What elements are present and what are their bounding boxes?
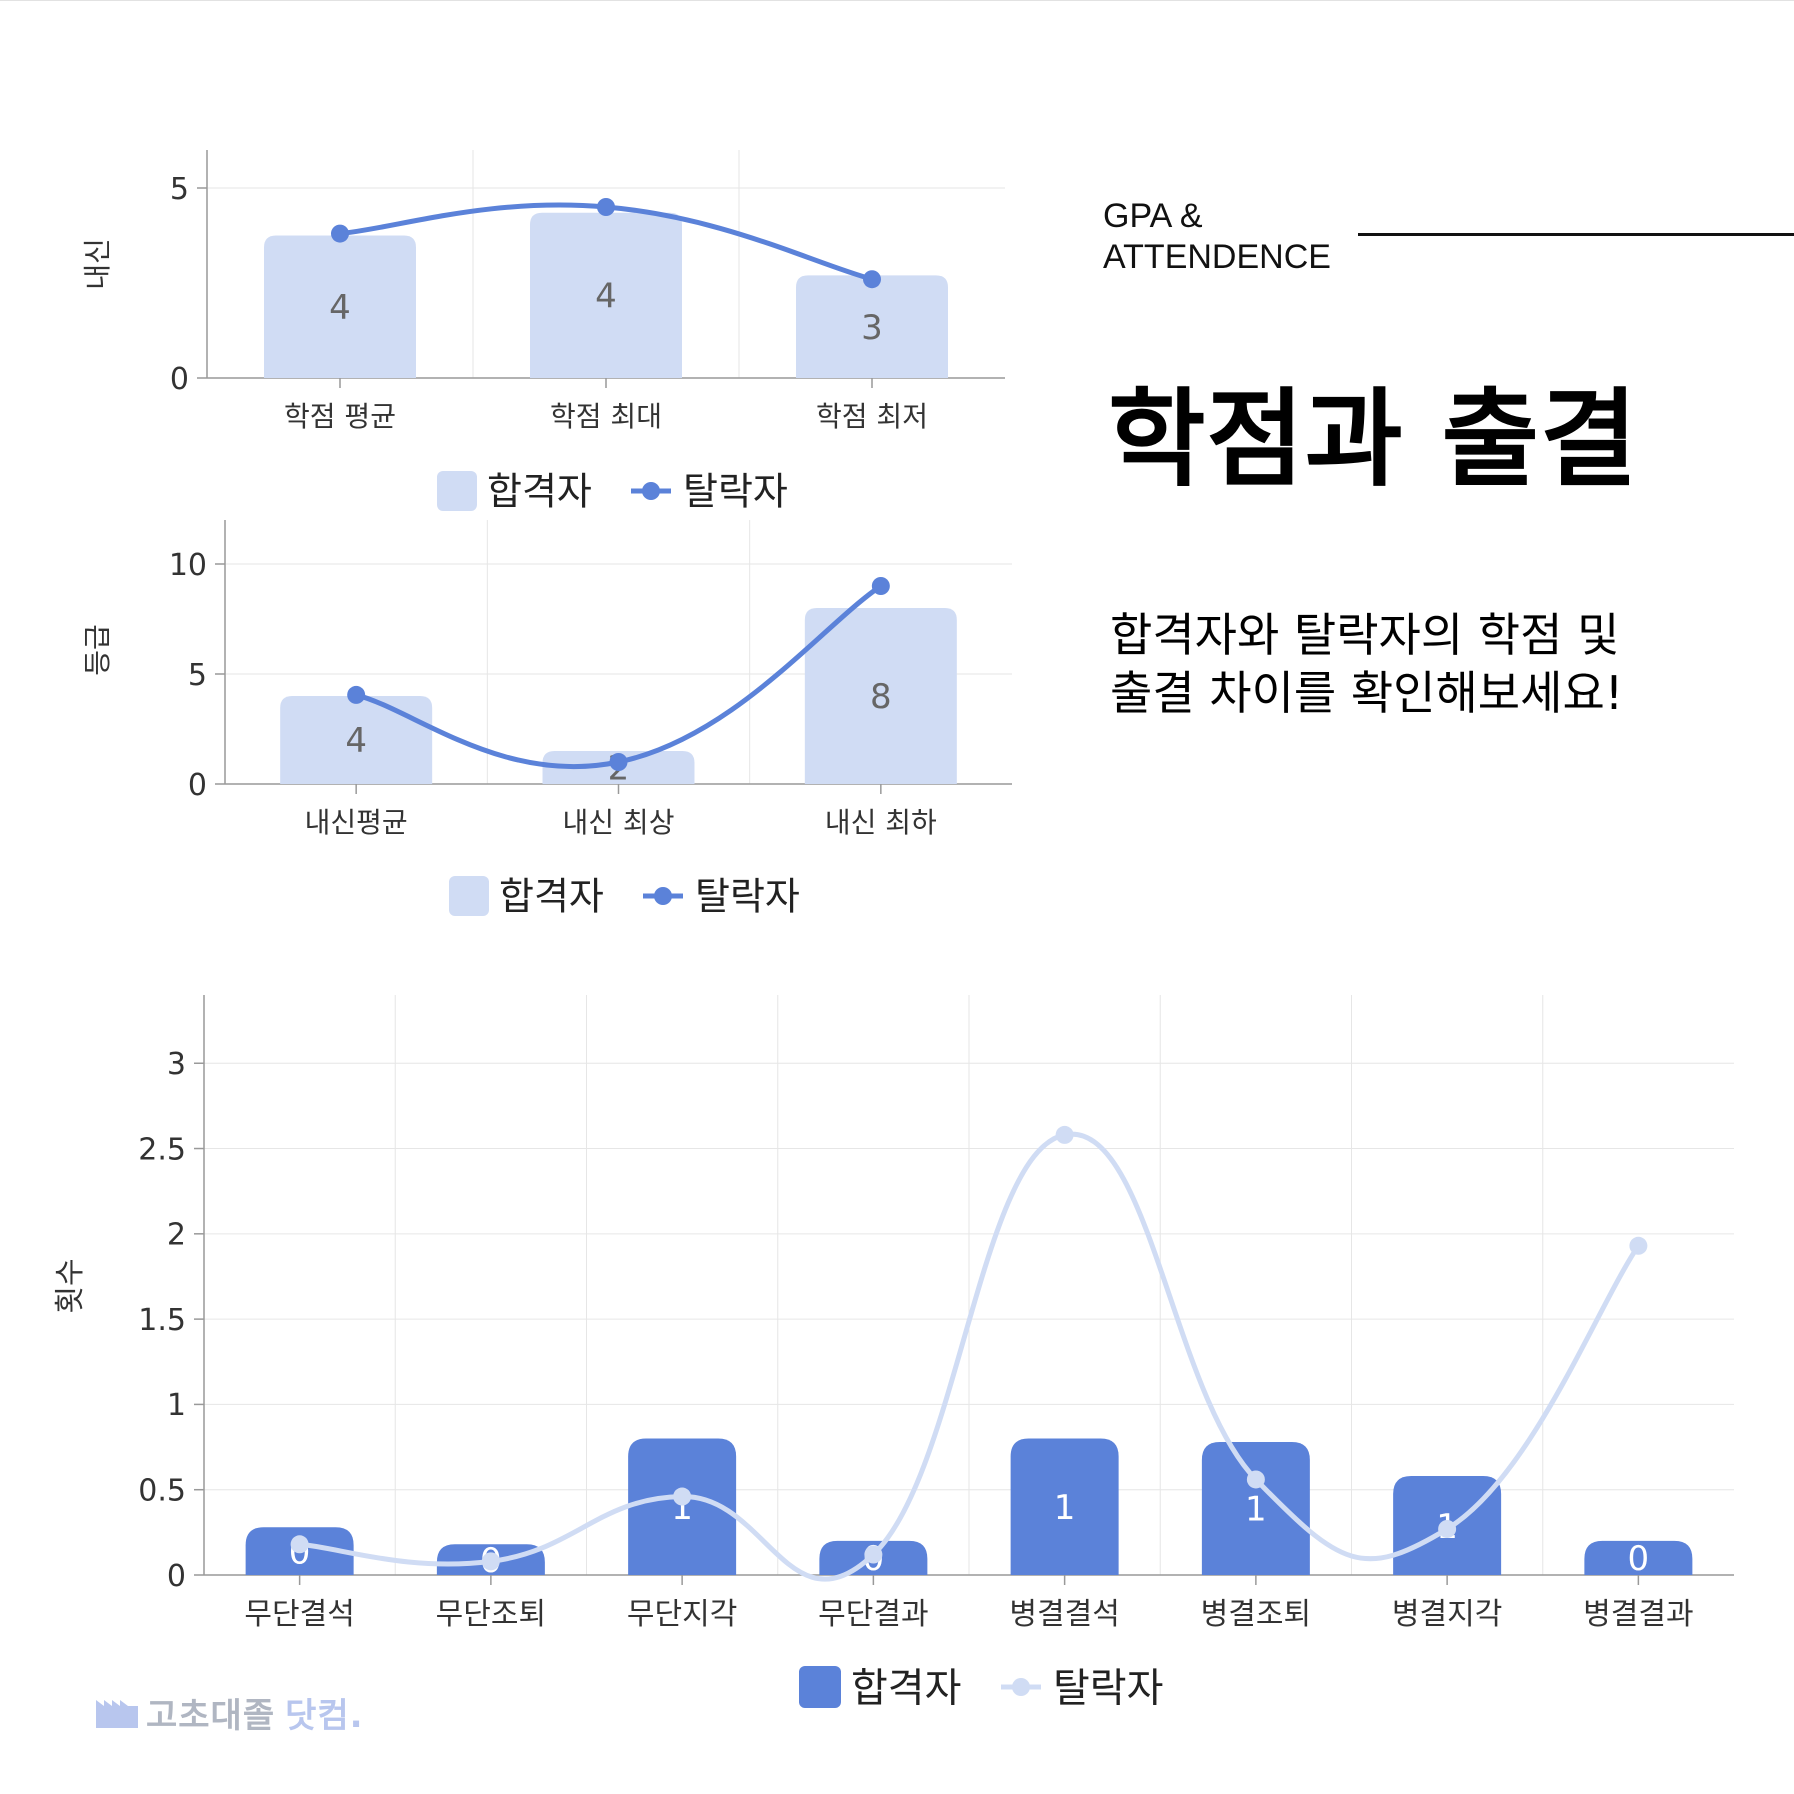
bar-pass	[1010, 1438, 1119, 1575]
legend-swatch-pass	[449, 876, 489, 916]
fail-point	[331, 224, 349, 243]
fail-point	[1438, 1519, 1457, 1538]
bar-data-label: 1	[1245, 1490, 1267, 1530]
y-tick-label: 5	[170, 172, 189, 207]
y-tick-label: 10	[169, 548, 207, 583]
bar-pass	[280, 696, 433, 784]
y-tick-label: 0	[170, 362, 189, 397]
fail-point	[673, 1487, 692, 1506]
y-tick-label: 2.5	[138, 1132, 186, 1167]
fail-point	[1055, 1125, 1074, 1144]
fail-point	[597, 198, 615, 216]
legend-point-fail	[654, 887, 672, 905]
legend-label-pass: 합격자	[851, 1665, 961, 1711]
subtitle-line-2: 출결 차이를 확인해보세요!	[1110, 666, 1624, 720]
eyebrow-label: GPA & ATTENDENCE	[1103, 196, 1331, 278]
x-tick-label: 무단결과	[818, 1597, 928, 1632]
legend-swatch-pass	[799, 1666, 841, 1708]
y-tick-label: 0.5	[138, 1474, 186, 1509]
fail-point	[609, 753, 628, 771]
eyebrow-line-1: GPA &	[1103, 197, 1203, 235]
x-tick-label: 병결결석	[1009, 1597, 1119, 1632]
bar-data-label: 4	[595, 277, 617, 317]
x-tick-label: 무단조퇴	[436, 1597, 546, 1632]
fail-point	[871, 577, 890, 595]
y-axis-title: 횟수	[53, 1258, 88, 1313]
x-tick-label: 병결결과	[1583, 1597, 1693, 1632]
fail-line	[297, 1131, 1641, 1582]
y-tick-label: 1.5	[138, 1303, 186, 1338]
brand-logo: 고초대졸 닷컴.	[96, 1690, 364, 1736]
y-tick-label: 2	[167, 1218, 186, 1253]
bar-pass	[796, 275, 948, 378]
fail-point	[347, 685, 366, 704]
bar-pass	[628, 1438, 737, 1575]
x-tick-label: 내신 최상	[563, 806, 675, 839]
x-tick-label: 병결조퇴	[1201, 1597, 1311, 1632]
y-axis-title: 내신	[81, 238, 114, 290]
bar-data-label: 0	[1628, 1539, 1650, 1579]
brand-name-accent: 닷컴.	[285, 1695, 364, 1736]
x-tick-label: 학점 최대	[550, 400, 662, 433]
fail-point	[481, 1552, 500, 1571]
legend-point-fail	[642, 482, 660, 500]
x-tick-label: 병결지각	[1392, 1597, 1502, 1632]
x-tick-label: 학점 평균	[284, 400, 396, 433]
legend-label-pass: 합격자	[487, 470, 592, 514]
x-tick-label: 학점 최저	[816, 400, 928, 433]
bar-pass	[264, 235, 416, 378]
bar-pass	[1201, 1441, 1310, 1575]
x-tick-label: 내신 최하	[825, 806, 937, 839]
bar-data-label: 3	[861, 308, 883, 348]
fail-point	[290, 1535, 309, 1554]
bar-pass	[1584, 1540, 1693, 1575]
legend-label-fail: 탈락자	[695, 875, 800, 919]
brand-name: 고초대졸	[146, 1695, 276, 1736]
x-tick-label: 무단결석	[244, 1597, 354, 1632]
fail-point	[864, 1545, 883, 1564]
factory-icon	[96, 1700, 138, 1728]
x-tick-label: 내신평균	[305, 806, 408, 839]
fail-point	[1629, 1236, 1648, 1255]
page-title: 학점과 출결	[1108, 378, 1639, 501]
bar-data-label: 4	[329, 288, 351, 328]
y-axis-title: 등급	[81, 624, 114, 676]
y-tick-label: 5	[188, 658, 207, 693]
subtitle-line-1: 합격자와 탈락자의 학점 및	[1110, 608, 1620, 662]
bar-pass	[804, 608, 957, 784]
bar-pass	[530, 212, 682, 378]
y-tick-label: 0	[188, 768, 207, 803]
eyebrow-divider	[1358, 233, 1794, 236]
y-tick-label: 0	[167, 1559, 186, 1594]
fail-point	[1246, 1470, 1265, 1489]
legend-point-fail	[1012, 1678, 1030, 1696]
eyebrow-line-2: ATTENDENCE	[1103, 238, 1331, 276]
legend-label-pass: 합격자	[499, 875, 604, 919]
page-subtitle: 합격자와 탈락자의 학점 및 출결 차이를 확인해보세요!	[1110, 606, 1770, 722]
fail-point	[863, 270, 881, 289]
legend-swatch-pass	[437, 471, 477, 511]
x-tick-label: 무단지각	[627, 1597, 737, 1632]
legend-label-fail: 탈락자	[683, 470, 788, 514]
bar-data-label: 1	[1054, 1488, 1076, 1528]
bar-data-label: 4	[345, 721, 367, 761]
legend-label-fail: 탈락자	[1053, 1665, 1163, 1711]
y-tick-label: 3	[167, 1047, 186, 1082]
y-tick-label: 1	[167, 1388, 186, 1423]
bar-data-label: 8	[870, 677, 892, 717]
top-rule	[0, 0, 1794, 1]
